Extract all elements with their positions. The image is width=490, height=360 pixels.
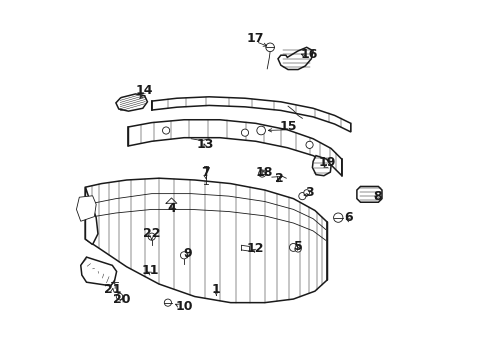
- Text: 1: 1: [212, 283, 220, 296]
- Text: 19: 19: [319, 156, 336, 169]
- Polygon shape: [85, 178, 327, 303]
- Text: 17: 17: [247, 32, 265, 45]
- Text: 15: 15: [279, 121, 297, 134]
- Polygon shape: [357, 186, 382, 202]
- Circle shape: [257, 126, 266, 135]
- Polygon shape: [278, 47, 313, 69]
- Polygon shape: [76, 196, 96, 221]
- Text: 13: 13: [197, 138, 214, 151]
- Text: 12: 12: [247, 242, 265, 255]
- Polygon shape: [116, 94, 147, 111]
- Text: 18: 18: [256, 166, 273, 179]
- Circle shape: [295, 246, 301, 252]
- Circle shape: [180, 252, 188, 259]
- Circle shape: [164, 299, 171, 306]
- Circle shape: [266, 43, 274, 51]
- Polygon shape: [81, 257, 117, 286]
- Circle shape: [148, 233, 155, 240]
- Circle shape: [290, 243, 297, 251]
- Text: 5: 5: [294, 240, 303, 253]
- Polygon shape: [85, 187, 98, 244]
- Text: 6: 6: [344, 211, 353, 224]
- Circle shape: [259, 170, 266, 177]
- Text: 20: 20: [113, 293, 130, 306]
- Text: 3: 3: [305, 186, 314, 199]
- Circle shape: [116, 293, 122, 300]
- Polygon shape: [313, 156, 331, 176]
- Circle shape: [304, 190, 310, 195]
- Text: 2: 2: [275, 172, 283, 185]
- Polygon shape: [152, 97, 351, 132]
- Text: 22: 22: [143, 227, 161, 240]
- Text: 8: 8: [373, 190, 382, 203]
- Text: 11: 11: [141, 264, 159, 277]
- Circle shape: [334, 213, 343, 222]
- Circle shape: [163, 127, 170, 134]
- Circle shape: [242, 129, 248, 136]
- Text: 10: 10: [175, 300, 193, 313]
- Polygon shape: [128, 120, 342, 176]
- Text: 16: 16: [301, 48, 318, 61]
- Circle shape: [306, 141, 313, 148]
- Text: 14: 14: [136, 84, 153, 97]
- Text: 9: 9: [183, 247, 192, 260]
- Text: 21: 21: [103, 283, 121, 296]
- Text: 4: 4: [167, 202, 176, 215]
- Circle shape: [299, 193, 306, 200]
- Text: 7: 7: [201, 166, 210, 179]
